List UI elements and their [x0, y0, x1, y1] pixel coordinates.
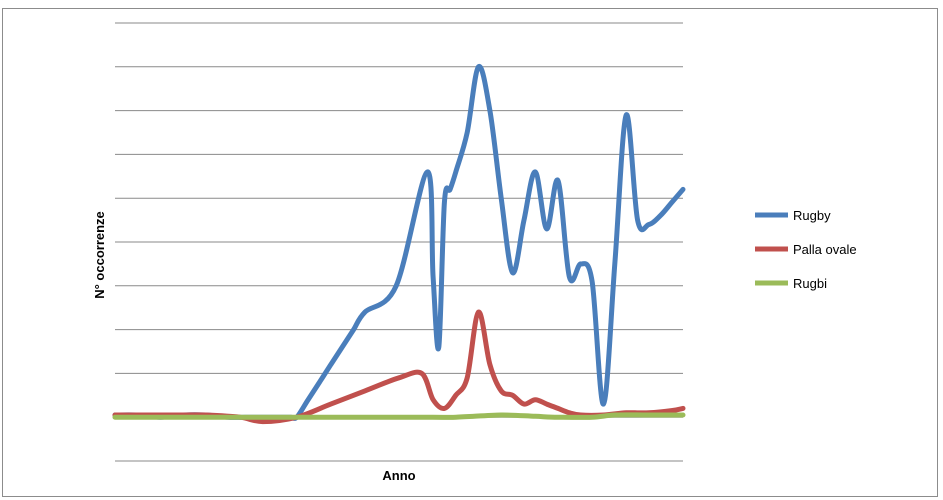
series-lines: [112, 64, 686, 425]
x-axis-title: Anno: [382, 468, 415, 483]
line-chart: N° occorrenze Anno Rugby Palla ovale Rugbi: [92, 22, 857, 483]
chart-frame: N° occorrenze Anno Rugby Palla ovale Rugbi: [2, 8, 938, 497]
y-axis-title: N° occorrenze: [92, 211, 107, 299]
series-line-rugbi: [112, 412, 686, 420]
legend: Rugby Palla ovale Rugbi: [755, 208, 857, 291]
legend-label: Rugby: [793, 208, 831, 223]
legend-label: Palla ovale: [793, 242, 857, 257]
legend-label: Rugbi: [793, 276, 827, 291]
gridlines: [115, 22, 683, 462]
